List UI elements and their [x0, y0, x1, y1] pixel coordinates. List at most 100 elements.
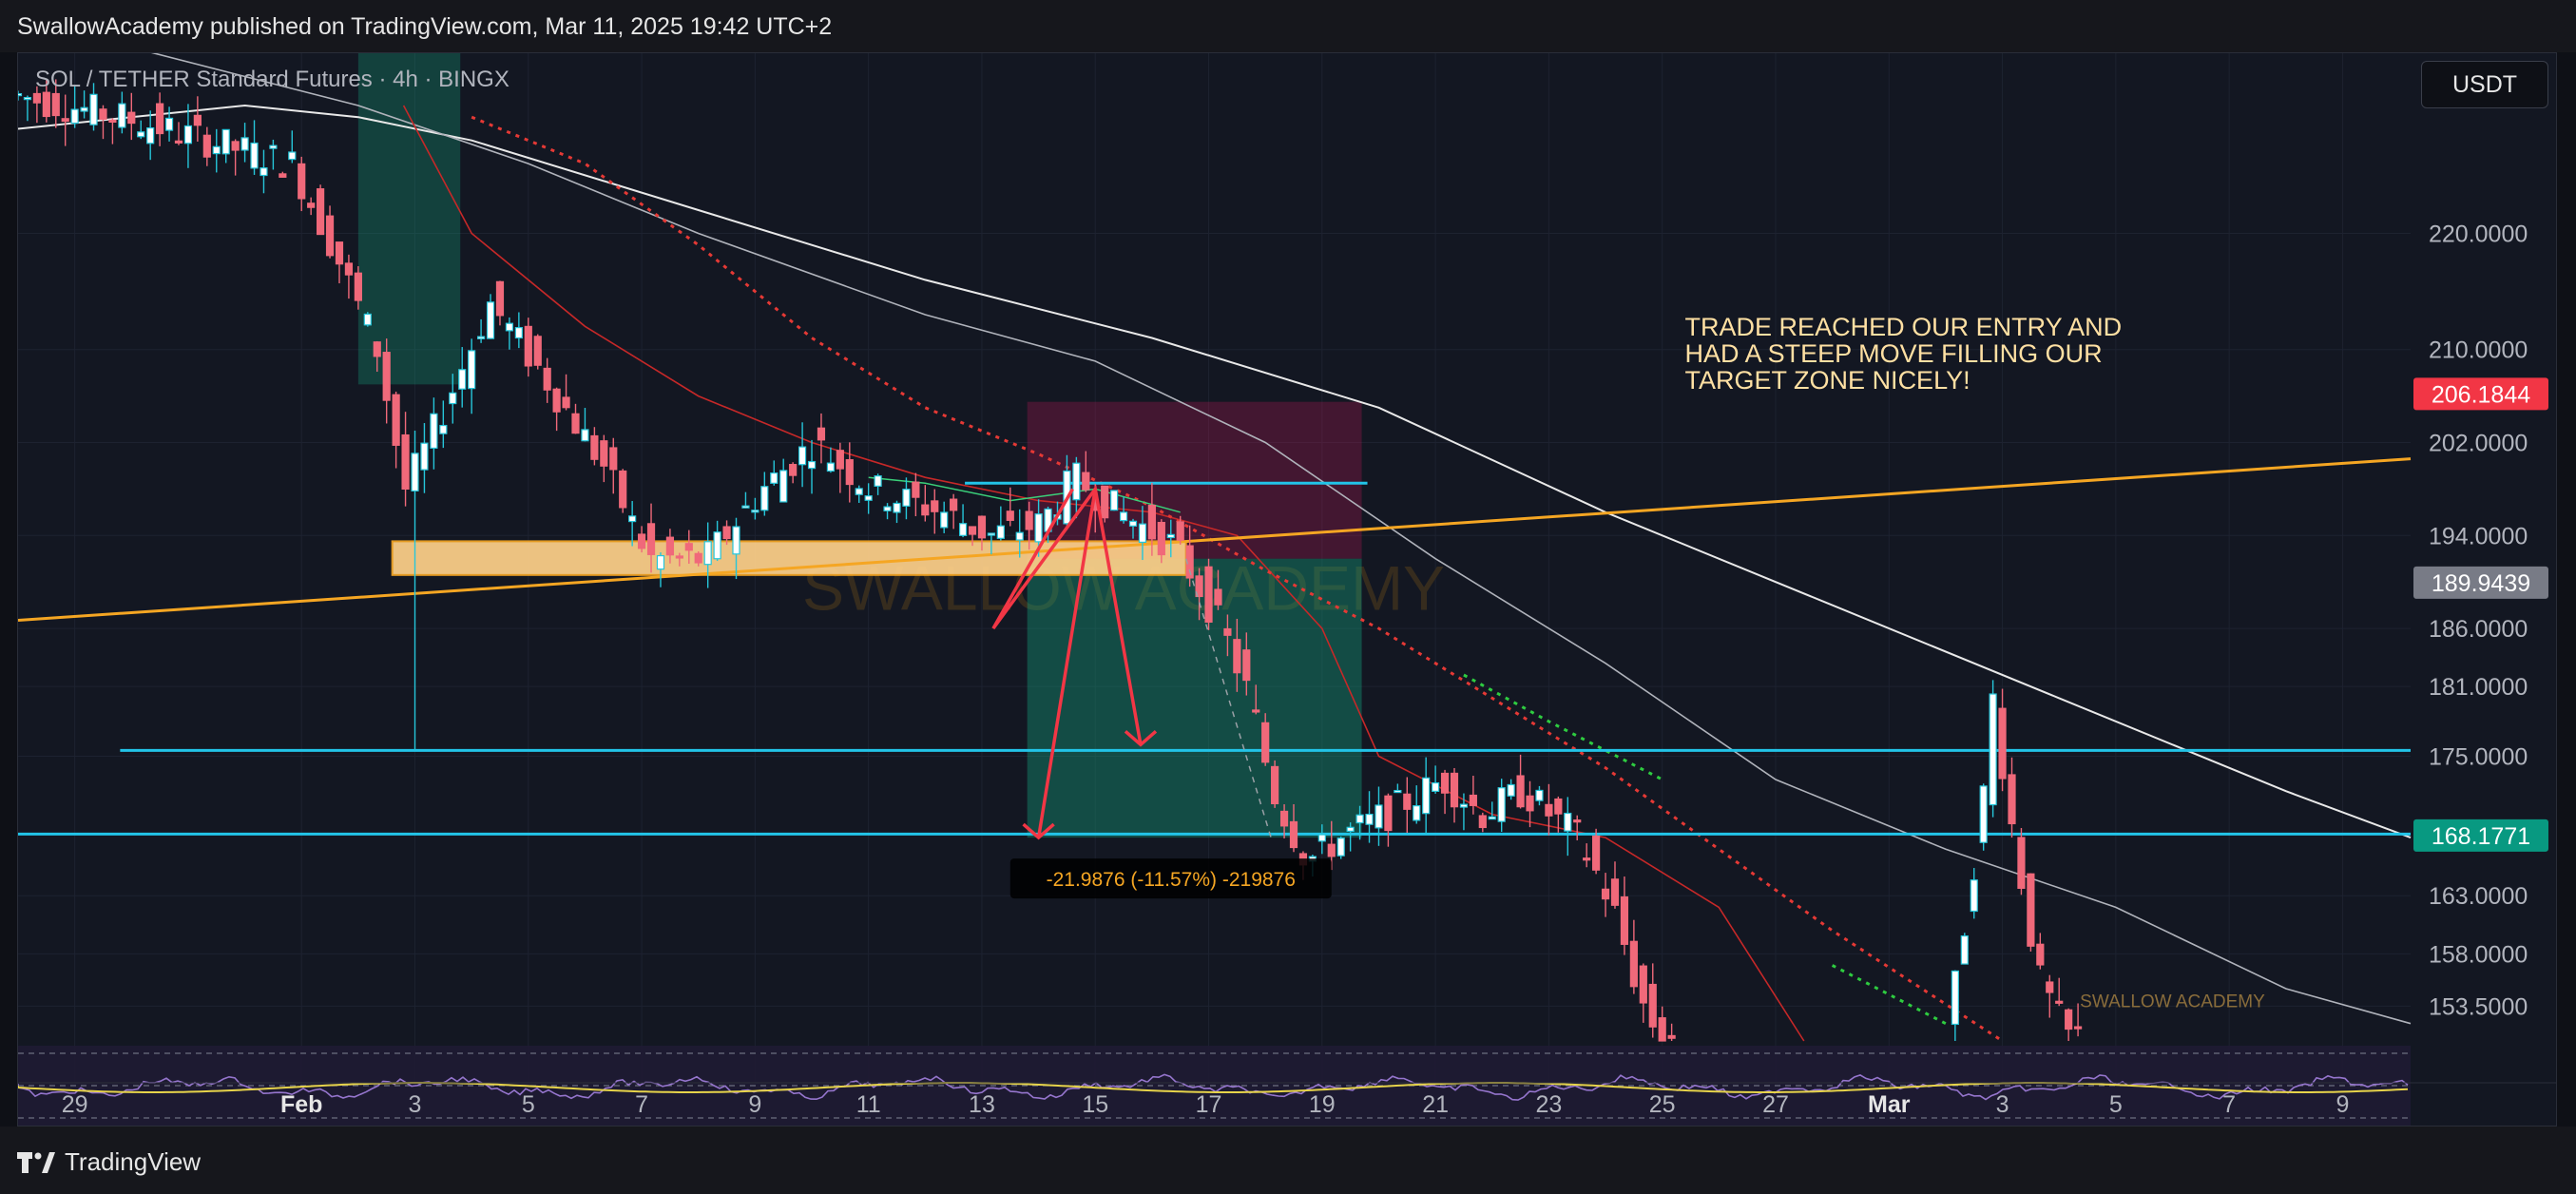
candle-body: [637, 533, 646, 549]
candle-body: [751, 510, 759, 513]
price-tick-label: 194.0000: [2429, 523, 2528, 549]
candle-body: [1535, 789, 1544, 801]
candle-body: [1346, 826, 1355, 832]
candle-body: [335, 241, 344, 265]
candle-body: [1195, 575, 1203, 598]
time-tick-label: 5: [522, 1091, 535, 1118]
candle-body: [420, 442, 429, 471]
candle-body: [1545, 803, 1553, 817]
price-label: 189.9439: [2432, 570, 2530, 597]
candle-body: [798, 446, 807, 466]
candle-body: [1620, 896, 1629, 945]
projection-line: [991, 485, 1143, 745]
candle-body: [1478, 815, 1487, 829]
candle-body: [1459, 803, 1469, 808]
measure-label: -21.9876 (-11.57%) -219876: [1047, 869, 1296, 891]
tradingview-logo[interactable]: TradingView: [17, 1147, 201, 1177]
arrow-head: [1022, 822, 1055, 840]
time-tick-label: 9: [748, 1091, 761, 1118]
candle-body: [174, 140, 183, 144]
candle-body: [1034, 513, 1043, 543]
candle-body: [2027, 873, 2035, 947]
candle-body: [183, 125, 193, 144]
candle-body: [495, 280, 505, 317]
candle-body: [1375, 804, 1383, 829]
candle-body: [1015, 531, 1024, 541]
candle-body: [1252, 709, 1260, 713]
candle-body: [713, 531, 721, 560]
candle-body: [221, 128, 230, 155]
candle-body: [1110, 490, 1119, 511]
candles: [18, 79, 2083, 1042]
candle-body: [619, 470, 627, 509]
price-tick-label: 186.0000: [2429, 616, 2528, 643]
candle-body: [439, 424, 448, 434]
candle-body: [1006, 510, 1014, 521]
candle-body: [2008, 774, 2016, 825]
candle-body: [99, 108, 107, 120]
candle-body: [770, 472, 779, 484]
candle-body: [392, 394, 400, 446]
candle-body: [127, 111, 136, 125]
candle-body: [1960, 934, 1969, 965]
candle-body: [1979, 785, 1988, 843]
candle-body: [2017, 837, 2026, 889]
candle-body: [344, 262, 354, 276]
price-tick-label: 220.0000: [2429, 221, 2528, 247]
time-tick-label: 9: [2336, 1091, 2349, 1118]
candle-body: [902, 489, 911, 507]
candle-body: [363, 313, 372, 326]
candle-body: [1025, 510, 1033, 530]
publisher-info: SwallowAcademy published on TradingView.…: [17, 13, 833, 40]
time-tick-label: 21: [1422, 1091, 1449, 1118]
candle-body: [1101, 485, 1109, 519]
candle-body: [298, 163, 306, 200]
measure-path: [1184, 558, 1272, 838]
footer-bar: TradingView: [0, 1127, 2576, 1194]
time-tick-label: 29: [62, 1091, 88, 1118]
candle-body: [1998, 707, 2007, 780]
candle-body: [1394, 789, 1402, 794]
candle-body: [202, 134, 211, 158]
time-tick-label: 3: [409, 1091, 422, 1118]
candle-body: [1317, 834, 1326, 842]
candle-body: [1157, 522, 1165, 556]
candle-body: [2055, 1000, 2064, 1004]
candle-body: [2036, 943, 2045, 966]
candle-body: [1667, 1034, 1676, 1039]
candle-body: [317, 188, 325, 236]
candle-body: [581, 429, 589, 442]
time-tick-label: 5: [2109, 1091, 2123, 1118]
candle-body: [164, 117, 174, 131]
candle-body: [250, 142, 259, 169]
currency-button[interactable]: USDT: [2421, 61, 2548, 108]
candle-body: [779, 470, 788, 503]
candle-body: [51, 92, 60, 117]
candle-body: [373, 341, 381, 357]
price-chart[interactable]: SWALLOW ACADEMY -21.9876 (-11.57%) -21987…: [18, 53, 2557, 1127]
candle-body: [307, 202, 316, 208]
candle-body: [684, 543, 693, 551]
annotation-line: HAD A STEEP MOVE FILLING OUR: [1685, 339, 2103, 368]
candle-body: [912, 481, 920, 498]
candle-body: [1516, 775, 1525, 808]
candle-body: [1488, 816, 1496, 820]
time-tick-label: 3: [1996, 1091, 2009, 1118]
candle-body: [1242, 649, 1251, 682]
annotation-line: TARGET ZONE NICELY!: [1685, 366, 1970, 395]
candle-body: [656, 554, 665, 570]
candle-body: [996, 525, 1005, 539]
candle-body: [1573, 819, 1582, 823]
supertrend-green: [1463, 673, 1663, 781]
candle-body: [18, 92, 23, 97]
candle-body: [931, 500, 939, 512]
projection-line: [1036, 489, 1097, 838]
chart-panel[interactable]: SWALLOW ACADEMY -21.9876 (-11.57%) -21987…: [17, 52, 2557, 1127]
time-tick-label: 27: [1762, 1091, 1789, 1118]
candle-body: [411, 453, 419, 492]
candle-body: [70, 108, 79, 125]
candle-body: [1601, 888, 1610, 900]
rsi-line: [18, 1073, 2409, 1101]
candle-body: [2046, 981, 2054, 993]
candle-body: [893, 502, 901, 513]
